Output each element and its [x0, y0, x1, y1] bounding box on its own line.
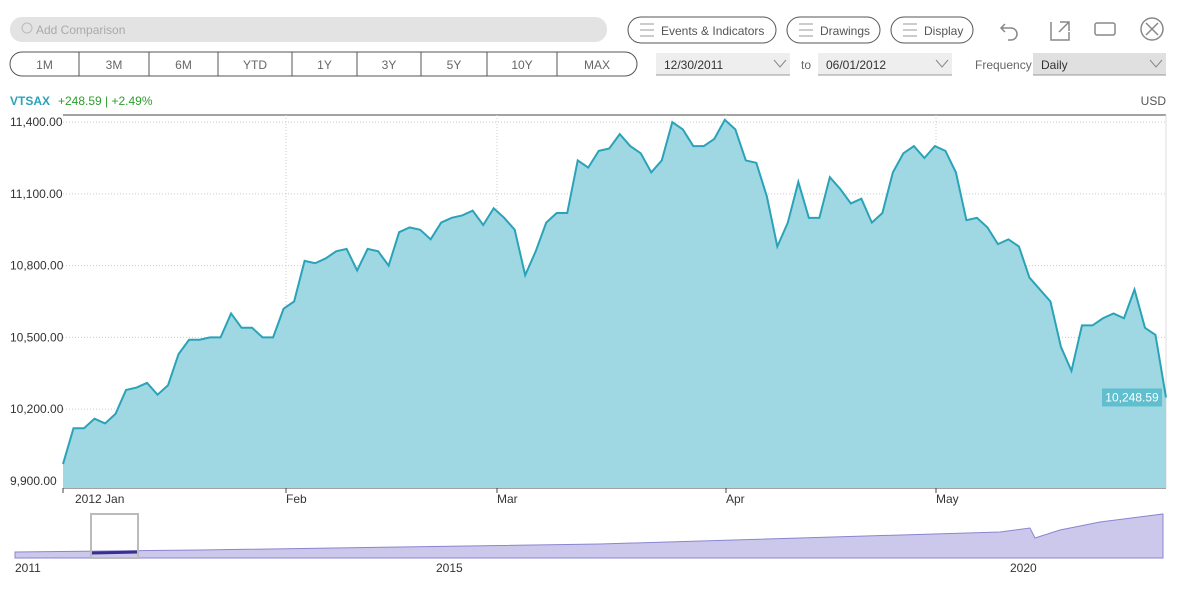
- search-placeholder: Add Comparison: [36, 23, 125, 37]
- x-tick-label: May: [936, 492, 959, 506]
- share-icon[interactable]: [1050, 21, 1070, 41]
- range-button[interactable]: 3M: [106, 58, 123, 72]
- select[interactable]: [818, 53, 952, 75]
- y-tick-label: 10,800.00: [10, 259, 64, 273]
- price-area: [63, 119, 1166, 489]
- navigator-window[interactable]: [90, 513, 139, 559]
- select-caret: [773, 59, 787, 68]
- toolbar-button-label: Events & Indicators: [661, 24, 764, 38]
- range-button[interactable]: 6M: [175, 58, 192, 72]
- menu-icon: [903, 23, 917, 37]
- range-button[interactable]: YTD: [243, 58, 267, 72]
- x-tick-label: Mar: [497, 492, 518, 506]
- menu-icon: [799, 23, 813, 37]
- select-caret: [935, 59, 949, 68]
- toolbar-button[interactable]: [627, 16, 777, 44]
- last-price-label: 10,248.59: [1105, 390, 1159, 404]
- range-button[interactable]: 10Y: [511, 58, 532, 72]
- frequency-label: Frequency: [975, 58, 1032, 72]
- x-tick-label: Feb: [286, 492, 307, 506]
- currency: USD: [1141, 94, 1167, 108]
- search-box[interactable]: [10, 17, 607, 42]
- range-button[interactable]: MAX: [584, 58, 610, 72]
- navigator-selection: [91, 550, 138, 555]
- range-button[interactable]: 3Y: [382, 58, 397, 72]
- price-line: [62, 118, 1167, 465]
- navigator-label: 2015: [436, 561, 463, 575]
- print-icon[interactable]: [1094, 22, 1116, 36]
- navigator-label: 2020: [1010, 561, 1037, 575]
- navigator-label: 2011: [15, 561, 41, 575]
- last-price-box: [1102, 388, 1162, 407]
- select-value: 06/01/2012: [826, 58, 886, 72]
- date-to-label: to: [801, 58, 811, 72]
- range-button[interactable]: 5Y: [447, 58, 462, 72]
- icons: [999, 17, 1164, 41]
- select[interactable]: [656, 53, 790, 75]
- close-icon[interactable]: [1140, 17, 1164, 41]
- select-caret: [1149, 59, 1163, 68]
- navigator-area: [14, 513, 1164, 559]
- search-icon: [21, 22, 33, 34]
- y-tick-label: 10,200.00: [10, 402, 64, 416]
- select-value: Daily: [1041, 58, 1068, 72]
- toolbar-button-label: Drawings: [820, 24, 870, 38]
- select[interactable]: [1033, 53, 1166, 75]
- menu-icon: [640, 23, 654, 37]
- x-tick-label: 2012 Jan: [75, 492, 124, 506]
- y-tick-label: 11,400.00: [10, 115, 63, 129]
- change: +248.59 | +2.49%: [58, 94, 153, 108]
- range-button[interactable]: 1Y: [317, 58, 332, 72]
- symbol: VTSAX: [10, 94, 50, 108]
- toolbar-button-label: Display: [924, 24, 963, 38]
- range-group: [9, 51, 638, 77]
- undo-icon[interactable]: [999, 23, 1018, 41]
- select-value: 12/30/2011: [664, 58, 723, 72]
- x-tick-label: Apr: [726, 492, 745, 506]
- y-tick-label: 11,100.00: [10, 187, 63, 201]
- y-tick-label: 9,900.00: [10, 474, 57, 488]
- y-tick-label: 10,500.00: [10, 330, 64, 344]
- range-button[interactable]: 1M: [36, 58, 53, 72]
